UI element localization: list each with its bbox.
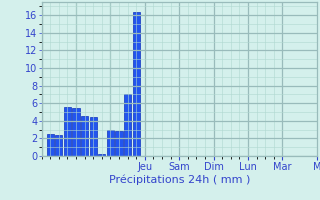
Bar bbox=[55, 135, 62, 156]
Bar bbox=[132, 12, 140, 156]
X-axis label: Précipitations 24h ( mm ): Précipitations 24h ( mm ) bbox=[108, 174, 250, 185]
Bar bbox=[98, 154, 106, 156]
Bar bbox=[90, 117, 97, 156]
Bar bbox=[72, 108, 80, 156]
Bar bbox=[107, 130, 114, 156]
Bar bbox=[64, 107, 71, 156]
Bar bbox=[81, 116, 88, 156]
Bar bbox=[124, 94, 131, 156]
Bar bbox=[46, 134, 54, 156]
Bar bbox=[115, 131, 123, 156]
